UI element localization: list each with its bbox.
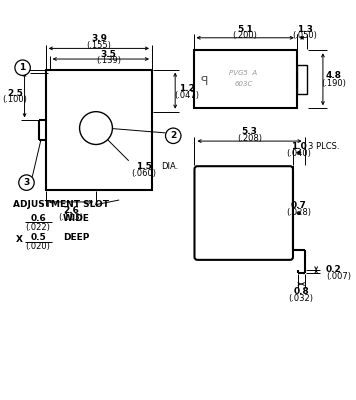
Text: (.190): (.190) (321, 79, 346, 88)
Text: 4.8: 4.8 (325, 71, 341, 80)
Text: WIDE: WIDE (63, 214, 90, 223)
Circle shape (80, 112, 112, 144)
Text: 2.5: 2.5 (7, 88, 23, 98)
Text: (.155): (.155) (87, 41, 111, 50)
Text: 2: 2 (170, 131, 176, 140)
Text: (.028): (.028) (286, 208, 311, 216)
Text: 2.6: 2.6 (63, 206, 79, 215)
Text: 5.3: 5.3 (242, 127, 257, 136)
Text: 0.5: 0.5 (30, 233, 46, 242)
Text: DIA.: DIA. (162, 162, 179, 171)
Text: X: X (16, 235, 23, 244)
Text: 1.5: 1.5 (136, 162, 152, 171)
Text: (.200): (.200) (233, 31, 258, 40)
Text: (.103): (.103) (58, 213, 83, 222)
Text: 3.9: 3.9 (91, 34, 107, 43)
Text: 603C: 603C (234, 81, 252, 87)
Circle shape (19, 175, 34, 190)
Text: (.100): (.100) (2, 95, 27, 104)
Text: ꟼ: ꟼ (200, 75, 208, 88)
Text: 1.3: 1.3 (297, 24, 313, 34)
Text: (.050): (.050) (293, 31, 318, 40)
Circle shape (166, 128, 181, 144)
Text: 3 PLCS.: 3 PLCS. (308, 142, 340, 151)
Text: DEEP: DEEP (63, 233, 90, 242)
Circle shape (15, 60, 30, 76)
Text: PVG5  A: PVG5 A (229, 70, 257, 76)
Text: (.139): (.139) (96, 56, 121, 66)
Text: 3: 3 (23, 178, 30, 187)
FancyBboxPatch shape (194, 166, 293, 260)
Text: 0.8: 0.8 (293, 287, 309, 296)
Text: 0.6: 0.6 (30, 214, 46, 223)
Bar (46, 70, 152, 190)
Text: ADJUSTMENT SLOT: ADJUSTMENT SLOT (13, 200, 109, 209)
Text: 1.2: 1.2 (179, 84, 195, 93)
Text: (.047): (.047) (174, 91, 199, 100)
Bar (297, 65, 308, 94)
Text: (.032): (.032) (289, 294, 314, 303)
Text: 3.5: 3.5 (101, 50, 116, 59)
Bar (194, 50, 297, 108)
Text: 0.2: 0.2 (326, 265, 341, 274)
Text: 1: 1 (20, 63, 26, 72)
Text: 1.0: 1.0 (291, 142, 307, 151)
Text: (.040): (.040) (286, 149, 311, 158)
Text: (.022): (.022) (26, 222, 51, 232)
Text: 0.7: 0.7 (291, 201, 307, 210)
Text: (.007): (.007) (326, 272, 351, 281)
Text: (.020): (.020) (26, 242, 51, 251)
Text: 5.1: 5.1 (237, 24, 253, 34)
Text: (.060): (.060) (132, 169, 157, 178)
Text: (.208): (.208) (237, 134, 262, 143)
